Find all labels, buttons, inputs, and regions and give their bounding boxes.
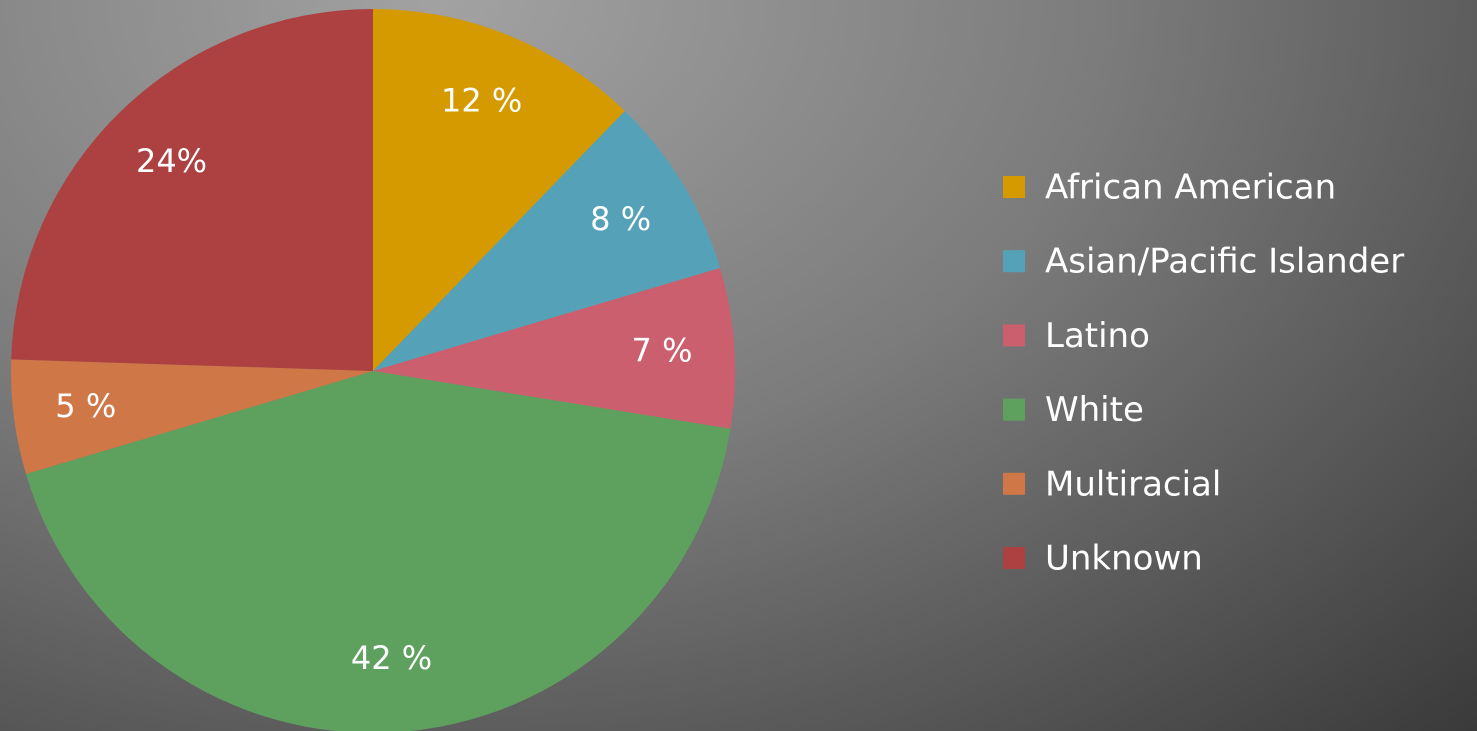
legend-swatch [1003, 250, 1025, 273]
legend-swatch [1003, 324, 1025, 347]
pie-slice [373, 110, 721, 372]
legend-label: Asian/Pacific Islander [1045, 242, 1404, 282]
legend-swatch [1003, 472, 1025, 495]
pie-slice [373, 9, 625, 371]
data-label: 24% [136, 142, 207, 180]
data-label: 42 % [351, 639, 432, 677]
pie-slice [11, 359, 374, 474]
legend-swatch [1003, 398, 1025, 421]
legend-label: Multiracial [1045, 464, 1221, 504]
legend-swatch [1003, 547, 1025, 569]
pie-slice [25, 371, 731, 731]
legend-label: Latino [1045, 316, 1150, 356]
legend-label: White [1045, 390, 1144, 430]
legend-label: Unknown [1045, 539, 1203, 579]
data-label: 5 % [55, 387, 116, 425]
data-label: 7 % [632, 331, 693, 369]
pie-slice [373, 268, 735, 429]
data-label: 12 % [441, 82, 522, 120]
pie-slice [11, 8, 374, 372]
legend-label: African American [1045, 168, 1336, 208]
data-label: 8 % [590, 200, 651, 238]
legend-swatch [1003, 176, 1025, 198]
